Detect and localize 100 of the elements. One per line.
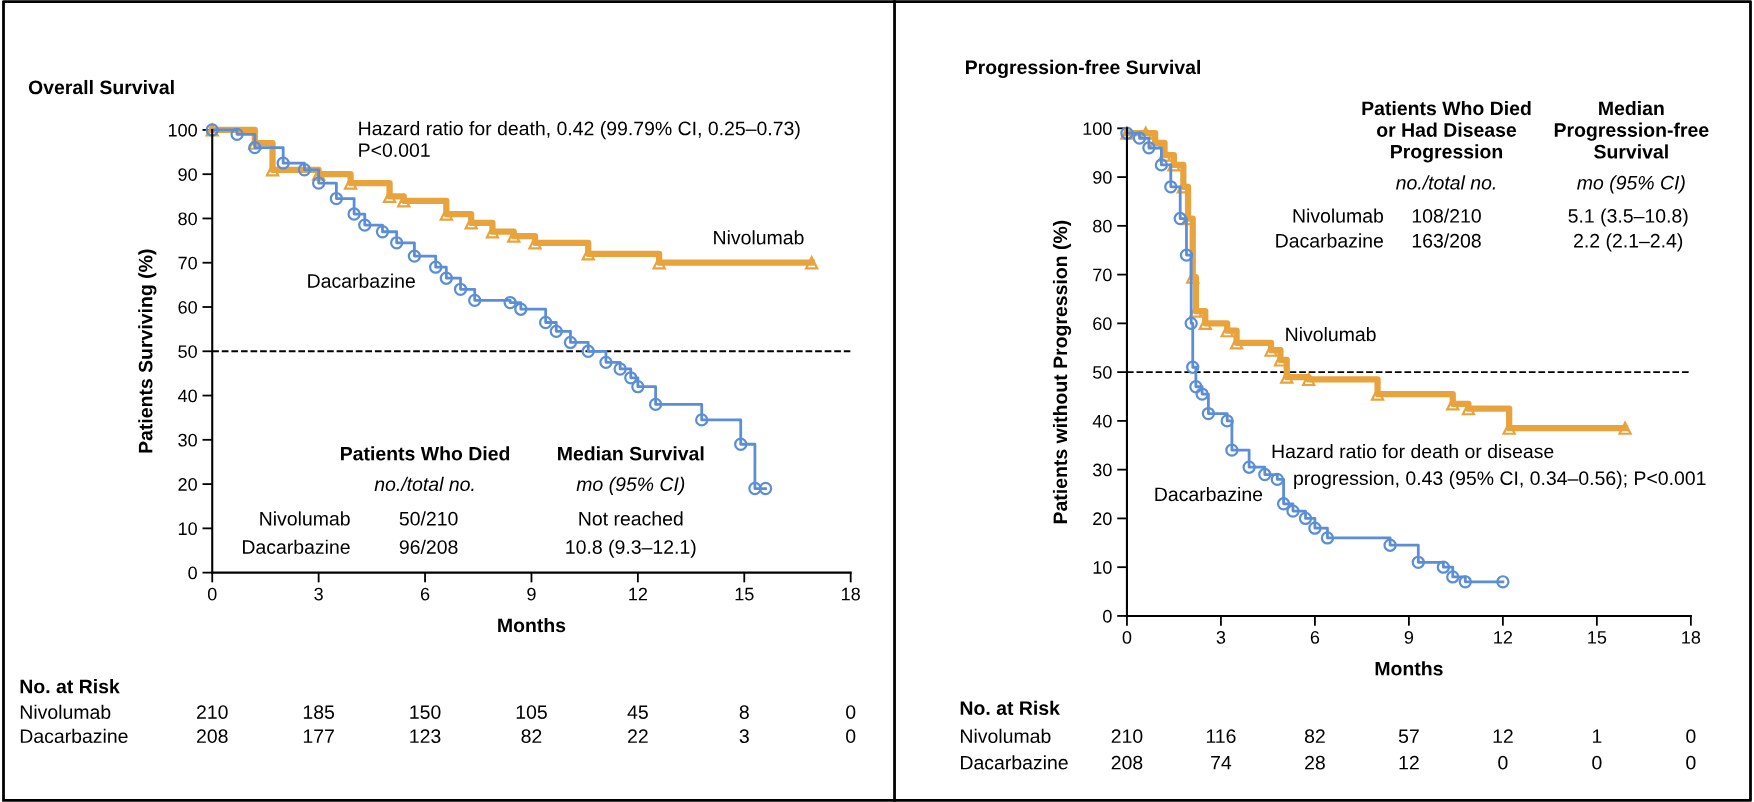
- chart-title: Progression-free Survival: [966, 59, 1200, 79]
- text: No. at Risk: [20, 679, 120, 694]
- annotation: Hazard ratio for death or disease: [1272, 444, 1554, 459]
- y-tick-label: 100: [168, 123, 197, 137]
- x-tick-label: 0: [207, 587, 217, 601]
- x-tick-label: 12: [1494, 631, 1513, 644]
- x-tick-label: 0: [1122, 631, 1132, 644]
- y-tick-label: 10: [1093, 561, 1112, 574]
- y-tick-label: 0: [188, 566, 197, 580]
- annotation: no./total no.: [1396, 175, 1495, 190]
- y-tick-label: 60: [1093, 317, 1112, 331]
- y-axis-title: Patients Surviving (%): [138, 249, 157, 453]
- annotation: Median Progression-free Survival: [1554, 100, 1709, 159]
- text: 82: [521, 729, 542, 744]
- y-tick-label: 40: [1092, 414, 1112, 428]
- y-tick-label: 10: [178, 522, 197, 536]
- text: 12: [1493, 729, 1513, 743]
- annotation: 163/208: [1412, 233, 1481, 248]
- annotation: Nivolumab: [260, 511, 350, 526]
- x-tick-label: 12: [629, 587, 648, 601]
- text: Nivolumab: [20, 704, 111, 719]
- y-tick-label: 70: [1093, 268, 1112, 282]
- series-label: Nivolumab: [1286, 326, 1376, 342]
- series-label: Dacarbazine: [1155, 486, 1263, 502]
- text: 82: [1304, 729, 1325, 744]
- y-tick-label: 80: [178, 212, 197, 226]
- y-tick-label: 90: [178, 168, 197, 181]
- text: No. at Risk: [960, 700, 1060, 715]
- series-label: Nivolumab: [714, 230, 804, 245]
- annotation: Patients Who Died or Had Disease Progression: [1362, 100, 1531, 163]
- text: 150: [410, 705, 441, 719]
- x-tick-label: 18: [1682, 631, 1701, 644]
- series-label: Dacarbazine: [308, 273, 415, 288]
- annotation: Patients Who Died: [341, 446, 510, 461]
- annotation: 96/208: [399, 539, 458, 554]
- annotation: 10.8 (9.3–12.1): [566, 539, 696, 558]
- y-tick-label: 80: [1093, 219, 1112, 233]
- text: Nivolumab: [961, 728, 1051, 744]
- text: 74: [1211, 755, 1232, 770]
- annotation: Not reached: [579, 511, 683, 526]
- annotation: Median Survival: [558, 446, 704, 461]
- text: 22: [628, 729, 648, 743]
- text: 116: [1206, 729, 1236, 744]
- y-tick-label: 0: [1103, 609, 1112, 623]
- annotation: mo (95% CI): [576, 476, 685, 495]
- text: 3: [739, 729, 749, 744]
- text: 0: [1686, 729, 1696, 744]
- text: 210: [1111, 729, 1143, 744]
- y-tick-label: 20: [1093, 512, 1112, 526]
- y-tick-label: 20: [178, 478, 197, 491]
- text: 177: [303, 729, 334, 743]
- x-tick-label: 9: [527, 587, 536, 601]
- text: 185: [303, 705, 335, 719]
- annotation: 5.1 (3.5–10.8): [1568, 208, 1688, 227]
- annotation: progression, 0.43 (95% CI, 0.34–0.56); P<0.001: [1294, 470, 1706, 489]
- x-tick-label: 15: [735, 587, 754, 601]
- text: 28: [1305, 755, 1325, 770]
- y-tick-label: 30: [178, 433, 197, 447]
- x-axis-title: Months: [498, 617, 566, 633]
- text: 0: [1592, 755, 1602, 770]
- x-tick-label: 6: [420, 587, 430, 601]
- annotation: Hazard ratio for death, 0.42 (99.79% CI, 0.25–0.73) P<0.001: [359, 121, 800, 157]
- annotation: mo (95% CI): [1577, 175, 1685, 194]
- y-tick-label: 100: [1083, 122, 1112, 136]
- text: 12: [1399, 755, 1419, 770]
- text: 0: [846, 729, 856, 744]
- x-tick-label: 18: [842, 587, 860, 601]
- y-tick-label: 40: [177, 389, 197, 403]
- x-tick-label: 6: [1310, 631, 1320, 644]
- annotation: Dacarbazine: [1276, 233, 1383, 248]
- y-tick-label: 50: [178, 345, 197, 358]
- x-axis-title: Months: [1375, 661, 1443, 676]
- y-tick-label: 90: [1093, 171, 1112, 184]
- text: 208: [1111, 755, 1143, 770]
- y-axis-title: Patients without Progression (%): [1052, 220, 1072, 524]
- x-tick-label: 3: [314, 587, 323, 601]
- text: 208: [196, 729, 228, 744]
- annotation: 2.2 (2.1–2.4): [1574, 233, 1683, 252]
- text: Dacarbazine: [961, 755, 1068, 770]
- y-tick-label: 60: [178, 300, 197, 314]
- text: 1: [1592, 729, 1602, 743]
- text: 0: [1686, 755, 1696, 770]
- annotation: Dacarbazine: [243, 539, 350, 554]
- text: Dacarbazine: [20, 728, 128, 744]
- text: 123: [410, 729, 441, 744]
- annotation: 108/210: [1412, 208, 1481, 223]
- text: 57: [1398, 729, 1419, 744]
- chart-title: Overall Survival: [28, 79, 174, 95]
- annotation: 50/210: [399, 511, 458, 526]
- text: 0: [846, 705, 856, 719]
- y-tick-label: 50: [1093, 366, 1112, 379]
- text: 0: [1498, 755, 1508, 770]
- text: 45: [627, 705, 648, 719]
- text: 8: [739, 705, 749, 719]
- y-tick-label: 70: [178, 256, 197, 270]
- annotation: Nivolumab: [1293, 208, 1384, 223]
- x-tick-label: 15: [1588, 631, 1607, 644]
- x-tick-label: 3: [1216, 631, 1226, 644]
- text: 210: [196, 705, 228, 719]
- annotation: no./total no.: [374, 476, 474, 492]
